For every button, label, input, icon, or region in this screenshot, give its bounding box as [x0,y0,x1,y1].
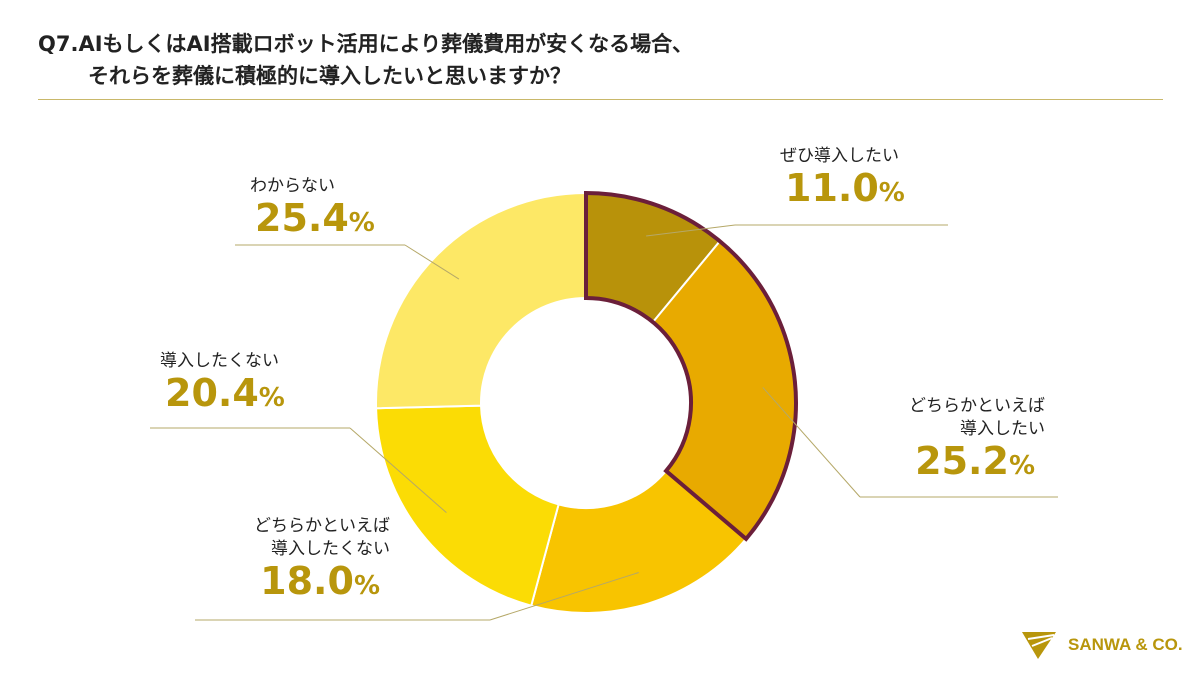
leader-pointer-0 [646,224,736,237]
slice-label-1: どちらかといえば 導入したい [909,396,1045,439]
leader-pointer-3 [349,427,447,514]
chart-title-line2: それらを葬儀に積極的に導入したいと思いますか？ [88,64,571,88]
slice-label-3: 導入したくない [160,351,279,371]
slice-label-0: ぜひ導入したい [780,146,899,166]
logo-text: SANWA & CO. [1068,635,1183,654]
chart-title-line1: Q7.AIもしくはAI搭載ロボット活用により葬儀費用が安くなる場合、 [38,32,694,56]
leader-pointer-1 [762,387,861,498]
slice-2 [529,469,748,614]
slice-3 [375,404,560,607]
leader-pointer-2 [489,572,639,621]
slice-label-4: わからない [250,176,335,196]
title-divider [38,99,1163,100]
slice-value-1: 25.2% [915,439,1035,483]
slice-label-2: どちらかといえば 導入したくない [254,516,390,559]
slice-value-2: 18.0% [260,559,380,603]
logo-icon [1022,632,1056,659]
slice-value-0: 11.0% [785,166,905,210]
slice-4 [375,191,587,410]
logo: SANWA & CO. [1022,630,1183,660]
highlight-outline [584,190,798,542]
leader-pointer-4 [404,244,460,280]
slice-value-4: 25.4% [255,196,375,240]
slice-value-3: 20.4% [165,371,285,415]
